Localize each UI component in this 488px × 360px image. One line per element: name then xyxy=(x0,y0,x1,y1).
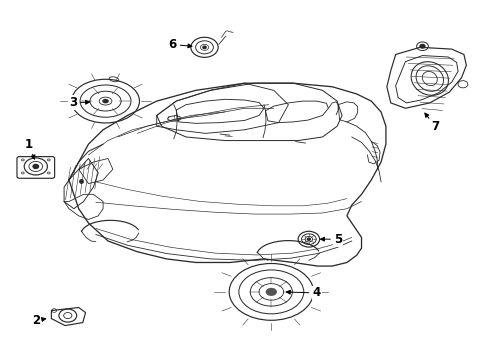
Circle shape xyxy=(419,44,424,48)
Text: 4: 4 xyxy=(286,287,320,300)
Text: 6: 6 xyxy=(168,38,191,51)
Circle shape xyxy=(33,165,39,168)
Text: 3: 3 xyxy=(69,96,89,109)
Circle shape xyxy=(307,238,310,240)
Circle shape xyxy=(203,46,206,49)
Ellipse shape xyxy=(103,100,108,103)
Text: 5: 5 xyxy=(320,233,342,246)
Text: 1: 1 xyxy=(25,138,35,159)
Ellipse shape xyxy=(266,288,276,295)
Text: 7: 7 xyxy=(424,113,439,134)
Text: 2: 2 xyxy=(32,314,45,327)
